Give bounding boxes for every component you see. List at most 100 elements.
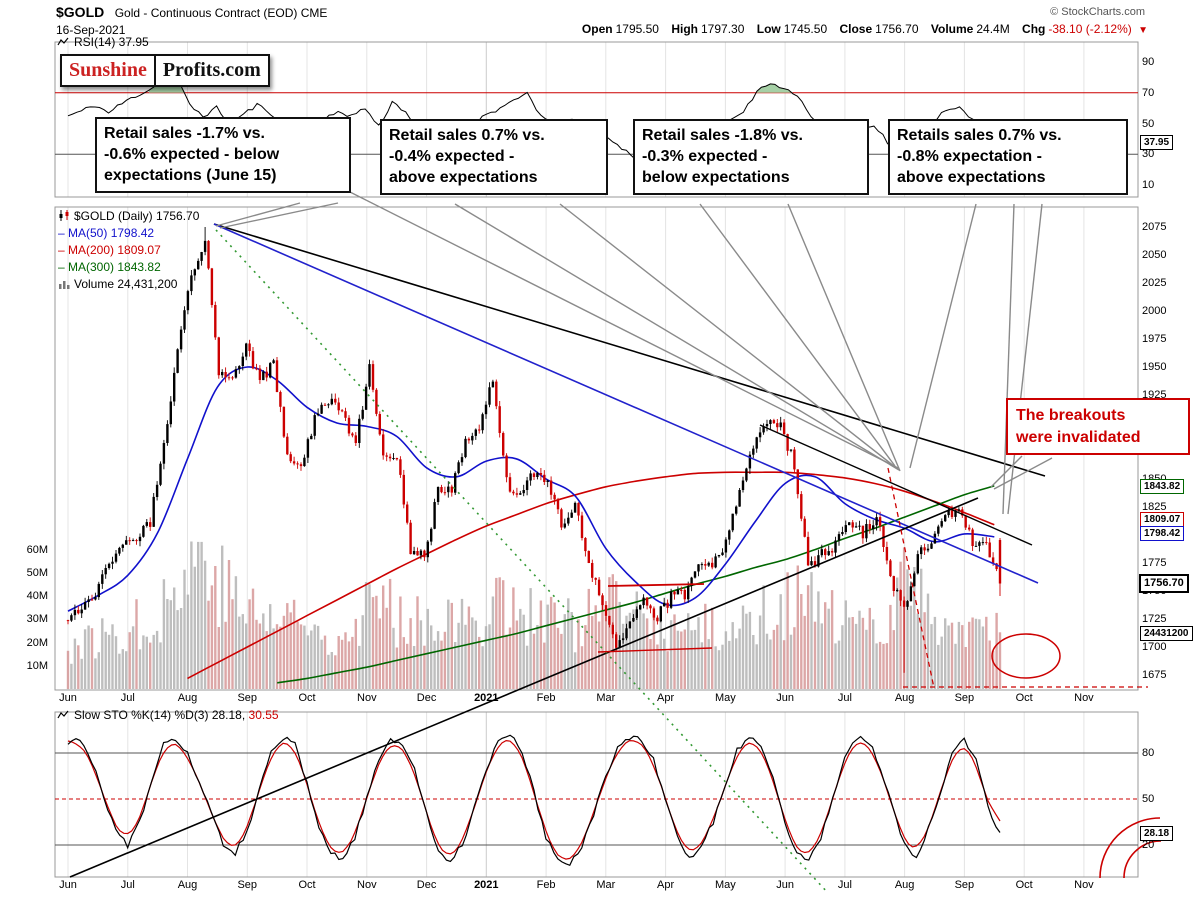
rsi-tick: 30 [1142,148,1155,161]
month-label: Apr [657,879,675,891]
legend-ma50-row: – MA(50) 1798.42 [58,225,199,242]
volume-tick: 40M [26,590,48,602]
month-label: Feb [536,692,556,704]
indicator-icon [57,37,69,46]
month-label: Aug [177,692,198,704]
volume-value-tag: 24431200 [1140,626,1193,641]
volume-tick: 20M [26,636,48,649]
chg-label: Chg [1022,22,1046,36]
month-label: Oct [298,879,316,891]
volume-bars-icon [59,281,70,289]
price-tick: 1975 [1142,333,1167,345]
callout-retail-sales-2: Retail sales 0.7% vs. -0.4% expected - a… [380,119,608,196]
rsi-value-tag: 37.95 [1140,135,1174,150]
stochastic-series [67,734,1001,867]
month-label: Nov [357,879,377,891]
chart-date: 16-Sep-2021 [56,23,126,37]
annotation-overlays [69,189,1162,894]
price-tick: 1675 [1142,669,1167,681]
stoch-legend: Slow STO %K(14) %D(3) 28.18, 30.55 [57,708,279,722]
header: $GOLD Gold - Continuous Contract (EOD) C… [56,4,327,22]
candlestick-icon [59,210,69,221]
symbol-description: Gold - Continuous Contract (EOD) CME [114,6,328,20]
volume-tick: 10M [26,659,48,672]
close-value: 1756.70 [875,22,919,36]
month-label: May [714,692,736,704]
price-tick: 2075 [1142,221,1167,233]
rsi-legend: RSI(14) 37.95 [57,35,149,49]
month-label: Sep [237,879,258,891]
legend-ma200-row: – MA(200) 1809.07 [58,242,199,259]
high-value: 1797.30 [701,22,745,36]
month-label: Dec [416,879,437,891]
low-value: 1745.50 [783,22,828,36]
month-label: 2021 [474,692,499,704]
month-label: Aug [894,879,915,891]
month-label: Sep [954,879,975,891]
chg-value: -38.10 (-2.12%) [1048,22,1132,36]
low-label: Low [756,22,781,36]
ma300-value-tag: 1843.82 [1140,479,1185,494]
ma200-line [187,471,995,680]
ma300-line-icon: – [58,260,69,274]
rsi-legend-text: RSI(14) 37.95 [74,35,149,49]
month-label: Sep [237,692,258,704]
volume-tick: 30M [26,613,48,626]
stoch-value-tag: 28.18 [1140,826,1174,841]
volume-tick: 60M [26,543,48,556]
price-tick: 1725 [1142,613,1167,625]
ma50-line-icon: – [58,226,69,240]
month-label: Mar [596,692,616,704]
month-label: Oct [298,692,316,704]
main-chart-legend: $GOLD (Daily) 1756.70 – MA(50) 1798.42 –… [58,208,199,293]
month-label: Jun [776,692,794,704]
month-label: Sep [954,692,975,704]
month-label: Aug [177,879,198,891]
callout-breakouts-invalidated: The breakouts were invalidated [1006,398,1190,456]
stockcharts-credit-link[interactable]: © StockCharts.com [1050,6,1145,18]
month-label: Mar [596,879,616,891]
legend-symbol: $GOLD (Daily) 1756.70 [74,209,200,223]
rsi-tick: 70 [1142,86,1155,99]
price-tick: 2025 [1142,277,1167,289]
legend-volume: Volume 24,431,200 [74,277,178,291]
legend-ma300: MA(300) 1843.82 [68,260,161,274]
month-label: Dec [416,692,437,704]
sunshineprofits-logo[interactable]: Sunshine Profits.com [60,54,270,87]
legend-ma300-row: – MA(300) 1843.82 [58,259,199,276]
indicator-icon [57,710,69,719]
volume-label: Volume [930,22,974,36]
price-tick: 1825 [1142,501,1167,513]
legend-ma50: MA(50) 1798.42 [68,226,155,240]
rsi-tick: 90 [1142,56,1155,68]
price-tick: 1700 [1142,641,1167,653]
ma300-line [277,485,995,684]
volume-bars [66,541,1002,689]
month-label: Feb [536,879,556,891]
month-label: Aug [894,692,915,704]
month-label: Nov [357,692,377,704]
symbol-ticker: $GOLD [56,4,105,20]
month-label: Apr [657,692,675,704]
high-label: High [671,22,698,36]
month-label: Jun [59,692,77,704]
callout-retail-sales-3: Retail sales -1.8% vs. -0.3% expected - … [633,119,869,196]
ma200-line-icon: – [58,243,69,257]
callout-retail-sales-june: Retail sales -1.7% vs. -0.6% expected - … [95,117,351,194]
stoch-tick: 50 [1142,792,1155,805]
candlesticks [66,227,1002,673]
moving-averages [67,366,995,684]
price-tick: 2000 [1142,305,1167,317]
month-label: Nov [1074,879,1094,891]
stoch-legend-text: Slow STO %K(14) %D(3) 28.18, [74,708,246,722]
chg-dropdown-icon[interactable]: ▼ [1138,25,1148,36]
month-label: 2021 [474,879,499,891]
ma200-value-tag: 1809.07 [1140,512,1185,527]
month-label: May [714,879,736,891]
month-label: Jul [837,692,852,704]
stoch-legend-d-value: 30.55 [248,708,279,722]
open-value: 1795.50 [615,22,659,36]
stoch-tick: 80 [1142,747,1155,759]
